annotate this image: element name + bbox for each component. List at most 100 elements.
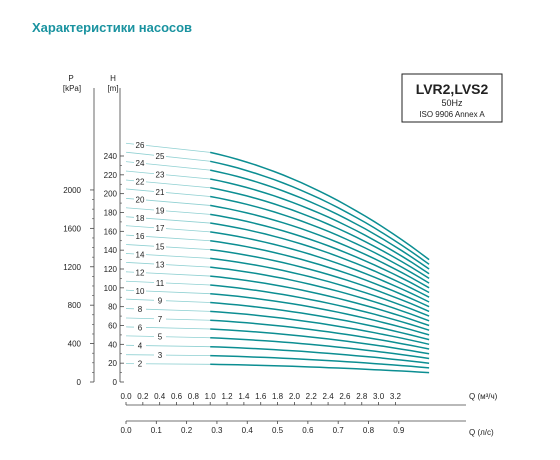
chart-curves-group bbox=[125, 142, 430, 374]
curve-label: 8 bbox=[138, 305, 143, 314]
flow-m3h-tick-label: 0.4 bbox=[154, 392, 166, 401]
flow-m3h-tick-label: 3.0 bbox=[373, 392, 385, 401]
curve-label-bg bbox=[134, 231, 146, 241]
head-axis-unit: [m] bbox=[107, 84, 118, 93]
curve-label: 4 bbox=[138, 342, 143, 351]
curve-label-bg bbox=[134, 249, 146, 259]
curve-label-bg bbox=[134, 267, 146, 277]
curve-faint-segment bbox=[125, 244, 211, 250]
curve-label: 9 bbox=[158, 296, 163, 305]
curve-label: 2 bbox=[138, 360, 143, 369]
pressure-axis-unit: [kPa] bbox=[63, 84, 81, 93]
chart-frequency: 50Hz bbox=[441, 98, 463, 108]
chart-standard: ISO 9906 Annex A bbox=[419, 110, 485, 119]
curve-operating-segment bbox=[210, 248, 430, 313]
flow-m3h-tick-label: 1.8 bbox=[272, 392, 284, 401]
head-tick-label: 40 bbox=[108, 340, 117, 349]
curve-label-bg bbox=[154, 205, 166, 215]
curve-operating-segment bbox=[210, 213, 430, 294]
pressure-tick-label: 2000 bbox=[63, 186, 81, 195]
curve-label: 10 bbox=[136, 287, 145, 296]
pressure-tick-label: 800 bbox=[68, 301, 82, 310]
curve-operating-segment bbox=[210, 284, 430, 331]
curve-operating-segment bbox=[210, 266, 430, 322]
curve-faint-segment bbox=[125, 207, 211, 215]
curve-label-bg bbox=[134, 158, 146, 168]
curve-label: 17 bbox=[156, 224, 165, 233]
chart-labels-group: 0400800120016002000020406080100120140160… bbox=[63, 139, 405, 435]
curve-label: 22 bbox=[136, 177, 145, 186]
flow-ls-tick-label: 0.9 bbox=[393, 426, 405, 435]
curve-faint-segment bbox=[125, 317, 211, 321]
curve-label-bg bbox=[154, 350, 166, 360]
head-tick-label: 160 bbox=[104, 227, 118, 236]
head-tick-label: 80 bbox=[108, 303, 117, 312]
curve-label: 3 bbox=[158, 351, 163, 360]
curve-faint-segment bbox=[125, 225, 211, 233]
curve-label: 15 bbox=[156, 243, 165, 252]
flow-m3h-tick-label: 0.2 bbox=[137, 392, 149, 401]
curve-operating-segment bbox=[210, 336, 430, 360]
curve-faint-segment bbox=[125, 354, 211, 357]
curve-operating-segment bbox=[210, 257, 430, 317]
curve-label: 16 bbox=[136, 232, 145, 241]
page-title: Характеристики насосов bbox=[32, 20, 193, 35]
flow-m3h-tick-label: 1.2 bbox=[221, 392, 233, 401]
head-tick-label: 100 bbox=[104, 284, 118, 293]
curve-label-bg bbox=[154, 331, 166, 341]
curve-label-bg bbox=[154, 150, 166, 160]
flow-ls-tick-label: 0.3 bbox=[211, 426, 223, 435]
curve-label: 19 bbox=[156, 206, 165, 215]
flow-ls-tick-label: 0.4 bbox=[242, 426, 254, 435]
head-tick-label: 120 bbox=[104, 265, 118, 274]
curve-label: 5 bbox=[158, 333, 163, 342]
curve-operating-segment bbox=[210, 169, 430, 270]
flow-ls-tick-label: 0.5 bbox=[272, 426, 284, 435]
flow-m3h-tick-label: 2.8 bbox=[356, 392, 368, 401]
curve-label-bg bbox=[154, 313, 166, 323]
flow-m3h-tick-label: 2.4 bbox=[323, 392, 335, 401]
flow-m3h-tick-label: 1.6 bbox=[255, 392, 267, 401]
curve-label-bg bbox=[154, 223, 166, 233]
curve-operating-segment bbox=[210, 160, 430, 265]
curve-label: 6 bbox=[138, 323, 143, 332]
curve-label: 18 bbox=[136, 214, 145, 223]
curve-label: 24 bbox=[136, 159, 145, 168]
curve-faint-segment bbox=[125, 298, 211, 303]
curve-label: 14 bbox=[136, 250, 145, 259]
flow-ls-tick-label: 0.7 bbox=[333, 426, 345, 435]
curve-label-bg bbox=[154, 277, 166, 287]
curve-label: 20 bbox=[136, 196, 145, 205]
curve-label: 7 bbox=[158, 315, 163, 324]
head-tick-label: 60 bbox=[108, 321, 117, 330]
pressure-tick-label: 400 bbox=[68, 340, 82, 349]
curve-label: 13 bbox=[156, 260, 165, 269]
curve-faint-segment bbox=[125, 280, 211, 286]
curve-label-bg bbox=[134, 322, 146, 332]
curve-faint-segment bbox=[125, 188, 211, 197]
curve-operating-segment bbox=[210, 222, 430, 298]
curve-label-bg bbox=[134, 139, 146, 149]
curve-label: 25 bbox=[156, 152, 165, 161]
curve-operating-segment bbox=[210, 151, 430, 261]
curve-label-bg bbox=[134, 340, 146, 350]
flow-ls-tick-label: 0.0 bbox=[120, 426, 132, 435]
curve-label-bg bbox=[134, 194, 146, 204]
curve-label: 23 bbox=[156, 170, 165, 179]
curve-label: 21 bbox=[156, 188, 165, 197]
flow-m3h-tick-label: 0.8 bbox=[188, 392, 200, 401]
flow-ls-tick-label: 0.6 bbox=[302, 426, 314, 435]
curve-faint-segment bbox=[125, 335, 211, 339]
flow-m3h-tick-label: 2.2 bbox=[306, 392, 318, 401]
head-tick-label: 220 bbox=[104, 171, 118, 180]
chart-title-box: LVR2,LVS2 50Hz ISO 9906 Annex A bbox=[401, 73, 503, 123]
flow-m3h-tick-label: 3.2 bbox=[390, 392, 402, 401]
curve-operating-segment bbox=[210, 275, 430, 327]
head-tick-label: 200 bbox=[104, 190, 118, 199]
flow-m3h-tick-label: 1.0 bbox=[205, 392, 217, 401]
curve-label-bg bbox=[134, 358, 146, 368]
curve-operating-segment bbox=[210, 186, 430, 280]
curve-label: 26 bbox=[136, 141, 145, 150]
curve-operating-segment bbox=[210, 345, 430, 364]
curve-label-bg bbox=[154, 241, 166, 251]
